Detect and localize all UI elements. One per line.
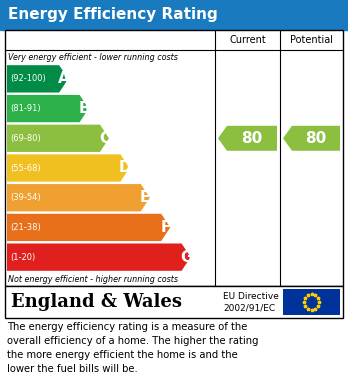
Polygon shape [283,126,340,151]
Text: 80: 80 [242,131,263,146]
Polygon shape [7,65,68,93]
Text: (39-54): (39-54) [10,193,41,202]
Text: Current: Current [229,35,266,45]
Text: G: G [180,249,192,265]
Text: A: A [58,71,70,86]
Text: Very energy efficient - lower running costs: Very energy efficient - lower running co… [8,52,178,61]
Bar [283,289,340,315]
Text: (55-68): (55-68) [10,163,41,172]
Polygon shape [7,154,129,182]
Bar [5,30,343,286]
Polygon shape [7,95,89,122]
Text: (92-100): (92-100) [10,74,46,83]
Text: 2002/91/EC: 2002/91/EC [223,303,275,312]
Text: England & Wales: England & Wales [11,293,182,311]
Text: The energy efficiency rating is a measure of the
overall efficiency of a home. T: The energy efficiency rating is a measur… [7,322,259,374]
Text: (21-38): (21-38) [10,223,41,232]
Text: F: F [160,220,171,235]
Text: (69-80): (69-80) [10,134,41,143]
Text: E: E [140,190,150,205]
Bar [0,0,348,30]
Polygon shape [7,125,109,152]
Text: Energy Efficiency Rating: Energy Efficiency Rating [8,7,218,23]
Text: EU Directive: EU Directive [223,292,279,301]
Text: D: D [119,160,131,176]
Polygon shape [218,126,277,151]
Text: 80: 80 [306,131,327,146]
Text: (1-20): (1-20) [10,253,35,262]
Text: Potential: Potential [290,35,333,45]
Polygon shape [7,244,191,271]
Text: B: B [78,101,90,116]
Text: (81-91): (81-91) [10,104,41,113]
Bar [5,286,343,318]
Text: C: C [99,131,110,146]
Polygon shape [7,214,170,241]
Text: Not energy efficient - higher running costs: Not energy efficient - higher running co… [8,274,178,283]
Polygon shape [7,184,150,212]
